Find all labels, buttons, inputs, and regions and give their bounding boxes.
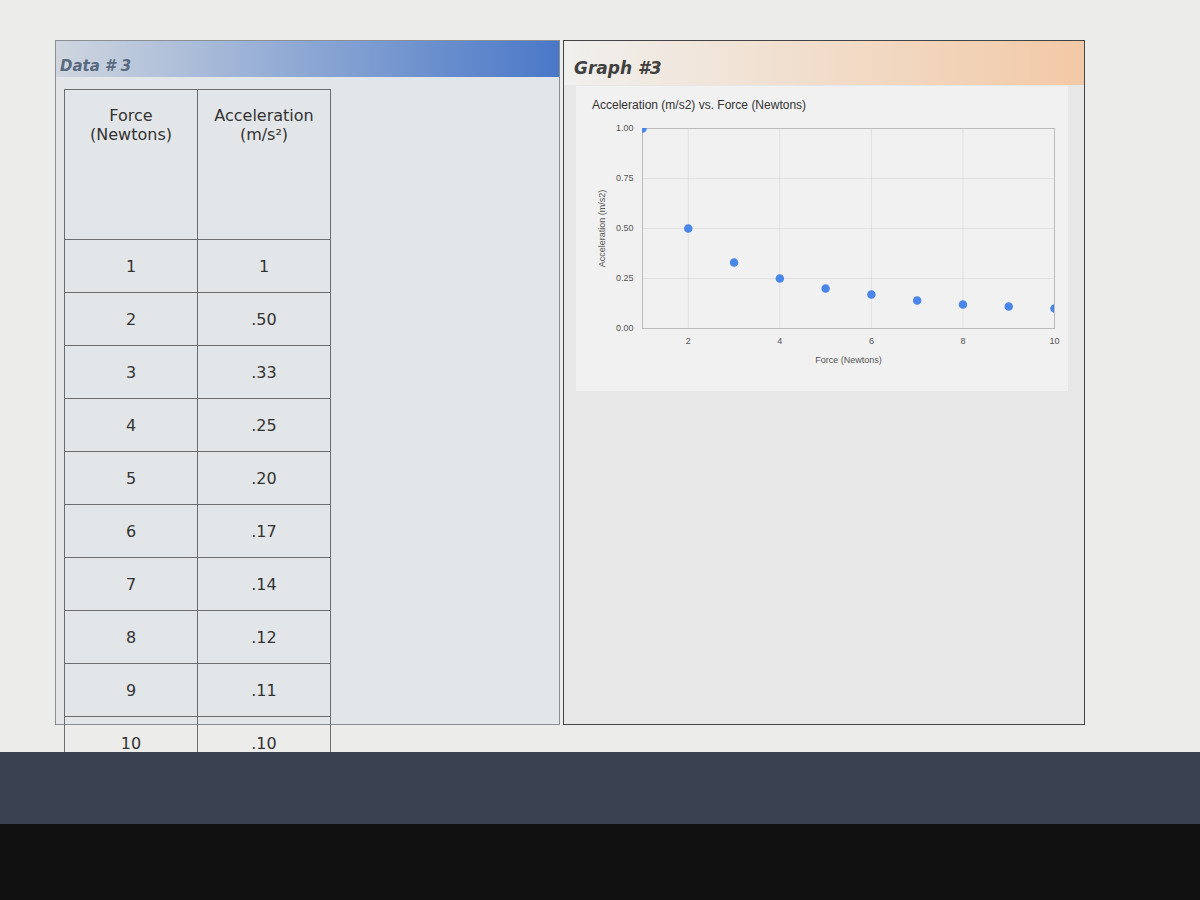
html-text:.14: .14: [251, 574, 277, 594]
svg-text:2: 2: [686, 336, 691, 346]
html-text:.12: .12: [251, 627, 277, 647]
html-text:.10: .10: [251, 733, 277, 753]
html-text:.17: .17: [251, 521, 277, 541]
html-text:.20: .20: [251, 468, 277, 488]
html-text:Data # 3: Data # 3: [60, 57, 132, 75]
svg-text:Force (Newtons): Force (Newtons): [815, 355, 882, 365]
html-text:Acceleration (m/s2) vs. Force: Acceleration (m/s2) vs. Force (Newtons): [592, 98, 807, 112]
html-text:1: 1: [258, 256, 270, 276]
html-text:.50: .50: [251, 309, 277, 329]
svg-text:0.00: 0.00: [616, 323, 634, 333]
svg-text:10: 10: [1049, 336, 1059, 346]
svg-text:1.00: 1.00: [616, 123, 634, 133]
html-text:2: 2: [125, 309, 137, 329]
html-text:4: 4: [125, 415, 137, 435]
svg-text:6: 6: [869, 336, 874, 346]
svg-text:Acceleration (m/s2): Acceleration (m/s2): [597, 190, 607, 268]
svg-text:8: 8: [960, 336, 965, 346]
html-text:10: 10: [120, 733, 142, 753]
svg-text:4: 4: [777, 336, 782, 346]
html-text:3: 3: [125, 362, 137, 382]
html-text:7: 7: [125, 574, 137, 594]
html-text:9: 9: [125, 680, 137, 700]
html-text:.25: .25: [251, 415, 277, 435]
html-text:.11: .11: [251, 680, 277, 700]
html-text:Acceleration (m/s²): Acceleration (m/s²): [214, 106, 314, 144]
svg-text:0.50: 0.50: [616, 223, 634, 233]
html-text:Force (Newtons): Force (Newtons): [90, 106, 172, 144]
html-text:1: 1: [125, 256, 137, 276]
html-text:Graph #3: Graph #3: [574, 58, 662, 78]
html-text:5: 5: [125, 468, 137, 488]
html-text:6: 6: [125, 521, 137, 541]
html-text:8: 8: [125, 627, 137, 647]
svg-text:0.25: 0.25: [616, 273, 634, 283]
html-text:.33: .33: [251, 362, 277, 382]
svg-text:0.75: 0.75: [616, 173, 634, 183]
